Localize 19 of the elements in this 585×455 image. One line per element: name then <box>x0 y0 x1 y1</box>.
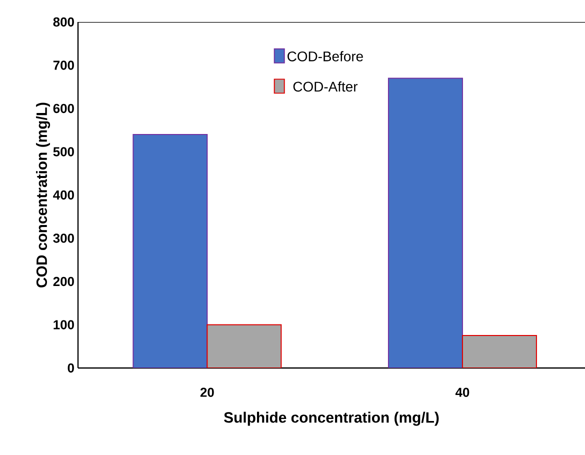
bar <box>206 324 282 368</box>
legend-label: COD-After <box>293 81 358 92</box>
y-tick-label: 0 <box>68 363 74 373</box>
bar <box>388 78 463 368</box>
bar <box>132 134 208 368</box>
x-axis-title: Sulphide concentration (mg/L) <box>224 412 439 426</box>
y-tick-label: 400 <box>53 190 74 200</box>
y-tick-label: 100 <box>54 320 74 330</box>
y-tick-label: 600 <box>53 104 74 114</box>
x-tick-label: 20 <box>200 388 214 397</box>
y-tick-label: 700 <box>53 60 74 70</box>
x-tick-label: 40 <box>455 388 470 397</box>
y-tick-label: 200 <box>53 276 74 286</box>
legend-label: COD-Before <box>288 51 363 62</box>
bar <box>462 335 537 368</box>
y-tick-label: 500 <box>53 147 74 156</box>
y-tick-label: 300 <box>53 234 74 243</box>
y-tick-label: 800 <box>53 17 74 27</box>
y-axis-title: COD concentration (mg/L) <box>36 102 50 288</box>
